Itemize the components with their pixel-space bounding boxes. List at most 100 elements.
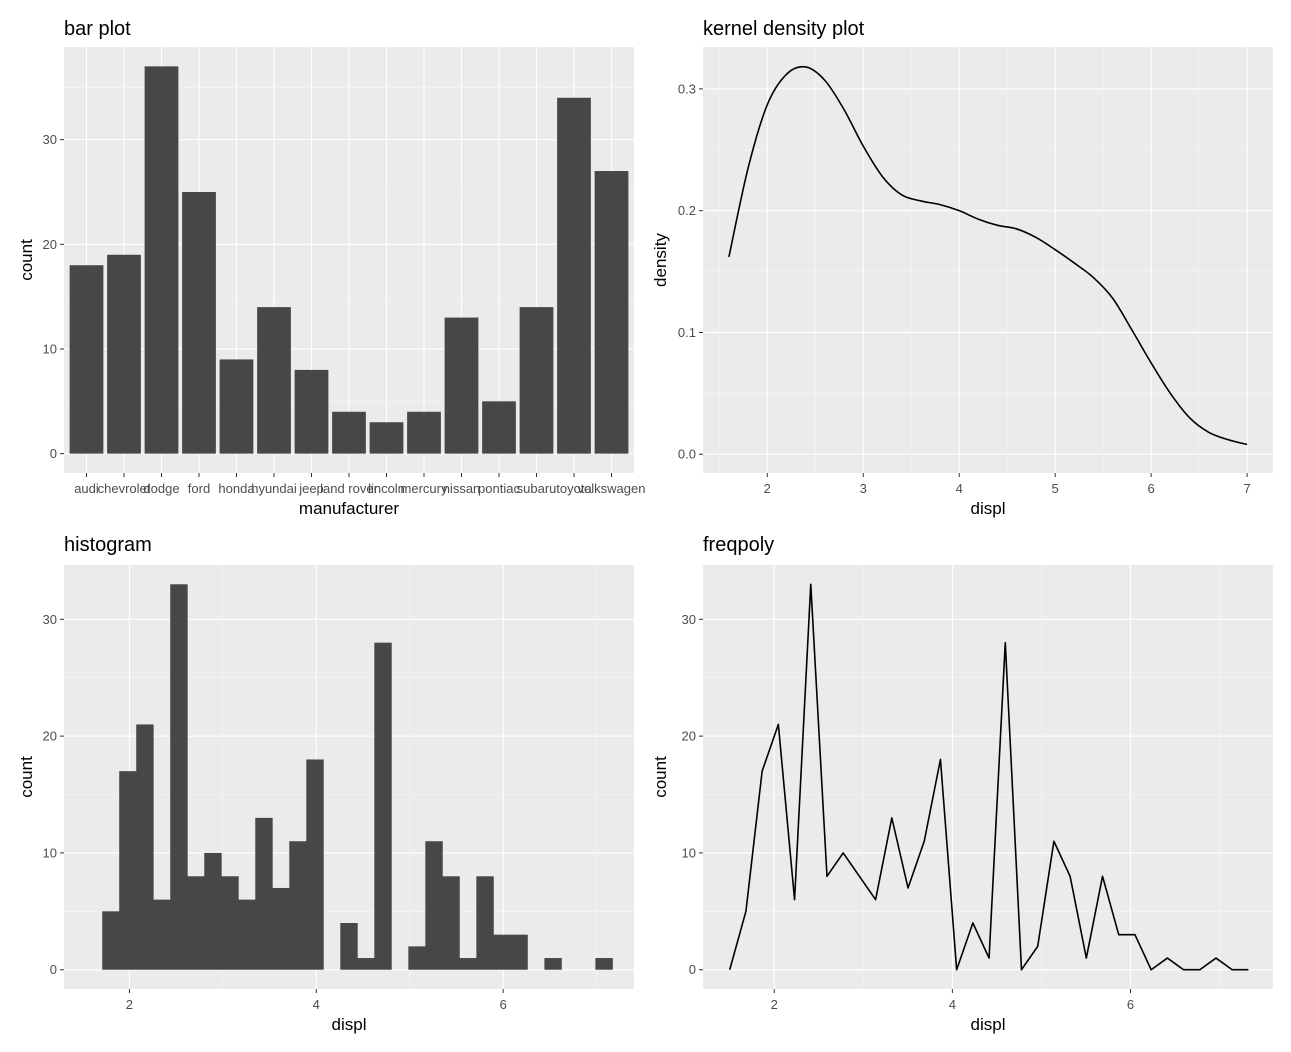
bar-plot-x-tick-label: volkswagen [578,481,646,496]
bar-plot-y-title: count [17,239,36,281]
bar-plot-x-tick-label: toyota [556,481,592,496]
bar-plot-x-tick-label: chevrolet [98,481,151,496]
kde-plot-panel: kernel density plot 0.0 0.1 0.2 0.3 2 3 4 5 6 7 d… [651,18,1273,518]
freqpoly-axes: 0 10 20 30 2 4 6 [682,612,1135,1012]
kde-plot-x-tick-label: 4 [956,481,963,496]
histogram-bin-bar [459,958,477,970]
kde-plot-y-title: density [651,233,670,287]
histogram-x-tick-label: 4 [313,997,320,1012]
bar-plot-x-tick-label: lincoln [368,481,405,496]
histogram-y-tick-label: 10 [43,845,57,860]
kde-plot-x-tick-label: 6 [1148,481,1155,496]
histogram-bin-bar [595,958,613,970]
histogram-bin-bar [153,899,171,970]
kde-plot-x-tick-label: 5 [1052,481,1059,496]
histogram-bin-bar [136,724,154,970]
histogram-bin-bar [272,887,290,970]
histogram-x-tick-label: 6 [500,997,507,1012]
bar-plot-y-tick-label: 30 [43,132,57,147]
kde-plot-y-tick-label: 0.2 [678,203,696,218]
kde-plot-y-tick-label: 0.3 [678,81,696,96]
kde-plot-x-tick-label: 2 [764,481,771,496]
histogram-bin-bar [408,946,426,970]
histogram-x-tick-label: 2 [126,997,133,1012]
histogram-y-tick-label: 20 [43,729,57,744]
freqpoly-y-tick-label: 10 [682,845,696,860]
bar-honda [219,359,254,454]
bar-plot-x-tick-label: audi [74,481,99,496]
histogram-bin-bar [357,958,375,970]
histogram-bin-bar [102,911,120,970]
bar-lincoln [369,422,404,454]
bar-plot-x-tick-label: hyundai [251,481,297,496]
histogram-bin-bar [170,584,188,970]
freqpoly-x-tick-label: 4 [949,997,956,1012]
kde-plot-title: kernel density plot [703,18,865,40]
freqpoly-x-tick-label: 6 [1127,997,1134,1012]
bar-chevrolet [107,254,141,454]
histogram-bin-bar [187,876,205,970]
kde-plot-x-tick-label: 3 [860,481,867,496]
kde-density-line [728,65,1248,446]
bar-dodge [144,66,179,454]
bar-ford [182,191,216,454]
bar-plot-x-tick-label: jeep [298,481,324,496]
freqpoly-y-tick-label: 20 [682,729,696,744]
kde-plot-y-tick-label: 0.1 [678,325,696,340]
histogram-bin-bar [119,771,137,970]
freqpoly-grid [703,565,1273,989]
histogram-bin-bar [476,876,494,970]
histogram-bin-bar [442,876,460,970]
histogram-panel: histogram 0 10 20 30 2 4 6 displ count [17,534,634,1034]
bar-mercury [407,411,441,454]
bar-volkswagen [594,171,629,454]
histogram-axes: 0 10 20 30 2 4 6 [43,612,507,1012]
histogram-bin-bar [204,852,222,970]
freqpoly-x-tick-label: 2 [771,997,778,1012]
freqpoly-line [728,583,1249,971]
bar-jeep [294,369,329,454]
bar-land-rover [332,411,366,454]
histogram-bin-bar [340,923,358,970]
histogram-y-title: count [17,756,36,798]
bar-plot-bars [69,66,629,454]
bar-plot-y-tick-label: 20 [43,237,57,252]
bar-subaru [519,307,554,454]
kde-plot-x-tick-label: 7 [1243,481,1250,496]
histogram-bin-bar [374,642,392,970]
bar-audi [69,265,104,454]
histogram-bin-bar [510,934,528,970]
bar-plot-x-tick-label: nissan [443,481,481,496]
kde-plot-curve [728,65,1248,446]
bar-plot-y-tick-label: 10 [43,341,57,356]
kde-plot-x-title: displ [971,499,1006,518]
bar-plot-x-tick-label: subaru [517,481,557,496]
freqpoly-panel: freqpoly 0 10 20 30 2 4 6 displ count [651,534,1273,1034]
histogram-bin-bar [238,899,256,970]
bar-plot-x-tick-label: dodge [143,481,179,496]
bar-hyundai [257,307,291,454]
bar-plot-x-tick-label: land rover [320,481,378,496]
freqpoly-title: freqpoly [703,534,774,556]
histogram-bars [102,584,613,970]
kde-plot-background [703,47,1273,473]
histogram-bin-bar [255,817,273,970]
bar-plot-x-tick-label: pontiac [478,481,520,496]
kde-plot-grid [703,47,1273,473]
freqpoly-y-title: count [651,756,670,798]
histogram-x-title: displ [332,1015,367,1034]
freqpoly-y-tick-label: 30 [682,612,696,627]
histogram-title: histogram [64,534,152,556]
freqpoly-background [703,565,1273,989]
freqpoly-series-line [728,583,1249,971]
histogram-bin-bar [425,841,443,970]
histogram-bin-bar [221,876,239,970]
bar-plot-x-tick-label: mercury [401,481,448,496]
bar-plot-y-tick-label: 0 [50,446,57,461]
freqpoly-y-tick-label: 0 [689,962,696,977]
bar-plot-title: bar plot [64,18,131,40]
bar-pontiac [482,401,516,454]
